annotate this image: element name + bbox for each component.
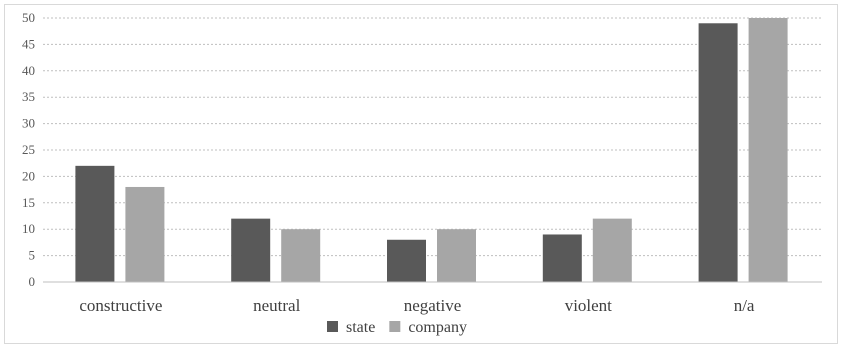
y-tick-label: 0: [29, 274, 36, 289]
category-label: violent: [565, 296, 612, 315]
y-axis-ticks: 0 5 10 15 20 25 30 35 40 45 50: [22, 10, 35, 289]
legend: state company: [327, 319, 467, 336]
bar-state: [75, 165, 115, 282]
bar-state: [231, 218, 271, 282]
category-label: neutral: [253, 296, 300, 315]
y-tick-label: 40: [22, 63, 35, 78]
y-tick-label: 10: [22, 221, 35, 236]
y-tick-label: 30: [22, 116, 35, 131]
category-label: n/a: [734, 296, 755, 315]
y-tick-label: 20: [22, 168, 35, 183]
bar-state: [698, 23, 738, 283]
y-tick-label: 5: [29, 248, 36, 263]
category-labels: constructive neutral negative violent n/a: [79, 296, 755, 315]
category-label: negative: [404, 296, 462, 315]
bar-company: [125, 186, 165, 282]
bar-company: [281, 229, 321, 282]
bar-state: [542, 234, 582, 282]
y-tick-label: 50: [22, 10, 35, 25]
bars: [75, 18, 788, 283]
legend-swatch-company: [389, 321, 401, 332]
legend-label-company: company: [408, 319, 467, 336]
gridlines: [43, 17, 822, 257]
y-tick-label: 15: [22, 195, 35, 210]
y-tick-label: 35: [22, 89, 35, 104]
bar-company: [437, 229, 476, 282]
category-label: constructive: [79, 296, 162, 315]
bar-state: [387, 239, 426, 282]
legend-swatch-state: [327, 321, 338, 332]
legend-label-state: state: [346, 319, 375, 336]
y-tick-label: 45: [22, 36, 35, 51]
bar-company: [592, 218, 632, 282]
bar-company: [748, 18, 788, 282]
y-tick-label: 25: [22, 142, 35, 157]
